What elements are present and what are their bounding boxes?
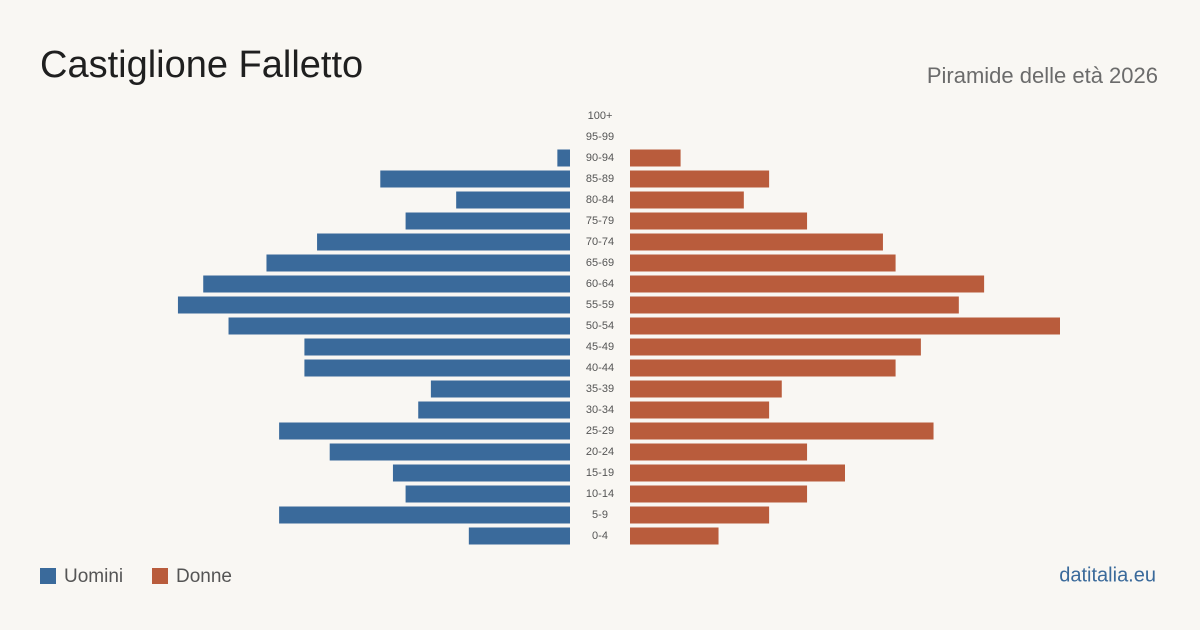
bar: [630, 149, 681, 167]
bar: [630, 275, 985, 293]
bar: [317, 233, 570, 251]
age-label: 75-79: [586, 215, 614, 227]
bar: [203, 275, 570, 293]
bar: [177, 296, 571, 314]
age-label: 30-34: [586, 404, 614, 416]
age-label: 55-59: [586, 299, 614, 311]
bar: [228, 317, 570, 335]
age-label: 100+: [588, 110, 613, 122]
bar: [630, 485, 808, 503]
bar: [630, 443, 808, 461]
bar: [630, 233, 883, 251]
bar: [630, 170, 770, 188]
age-label: 95-99: [586, 131, 614, 143]
bar: [630, 401, 770, 419]
bar: [630, 359, 896, 377]
age-label: 45-49: [586, 341, 614, 353]
bar: [430, 380, 570, 398]
bar: [456, 191, 570, 209]
bar: [405, 485, 570, 503]
bar: [279, 506, 570, 524]
bar: [392, 464, 570, 482]
bar: [630, 191, 744, 209]
age-label: 15-19: [586, 467, 614, 479]
bar: [630, 527, 719, 545]
age-label: 5-9: [592, 509, 608, 521]
legend-label: Uomini: [64, 566, 123, 587]
age-label: 50-54: [586, 320, 614, 332]
legend-label: Donne: [176, 566, 232, 587]
bar: [630, 212, 808, 230]
bar: [630, 338, 921, 356]
bar: [304, 359, 570, 377]
chart-title: Castiglione Falletto: [40, 44, 363, 86]
bar: [468, 527, 570, 545]
bar: [630, 296, 959, 314]
source: datitalia.eu: [1059, 564, 1156, 586]
age-label: 80-84: [586, 194, 614, 206]
bar: [630, 506, 770, 524]
age-label: 10-14: [586, 488, 614, 500]
age-label: 60-64: [586, 278, 614, 290]
age-label: 20-24: [586, 446, 614, 458]
bar: [630, 422, 934, 440]
age-label: 85-89: [586, 173, 614, 185]
age-label: 40-44: [586, 362, 614, 374]
bar: [630, 254, 896, 272]
age-label: 25-29: [586, 425, 614, 437]
age-label: 90-94: [586, 152, 614, 164]
bar: [380, 170, 570, 188]
age-label: 70-74: [586, 236, 614, 248]
bar: [630, 464, 845, 482]
age-label: 35-39: [586, 383, 614, 395]
chart-subtitle: Piramide delle età 2026: [927, 63, 1158, 88]
legend-swatch: [152, 568, 168, 584]
bar: [418, 401, 570, 419]
bar: [405, 212, 570, 230]
bar: [329, 443, 570, 461]
bar: [304, 338, 570, 356]
bar: [279, 422, 570, 440]
age-label: 65-69: [586, 257, 614, 269]
bar: [630, 380, 782, 398]
bar: [266, 254, 570, 272]
age-label: 0-4: [592, 530, 608, 542]
legend-swatch: [40, 568, 56, 584]
bar: [630, 317, 1060, 335]
bar: [557, 149, 570, 167]
